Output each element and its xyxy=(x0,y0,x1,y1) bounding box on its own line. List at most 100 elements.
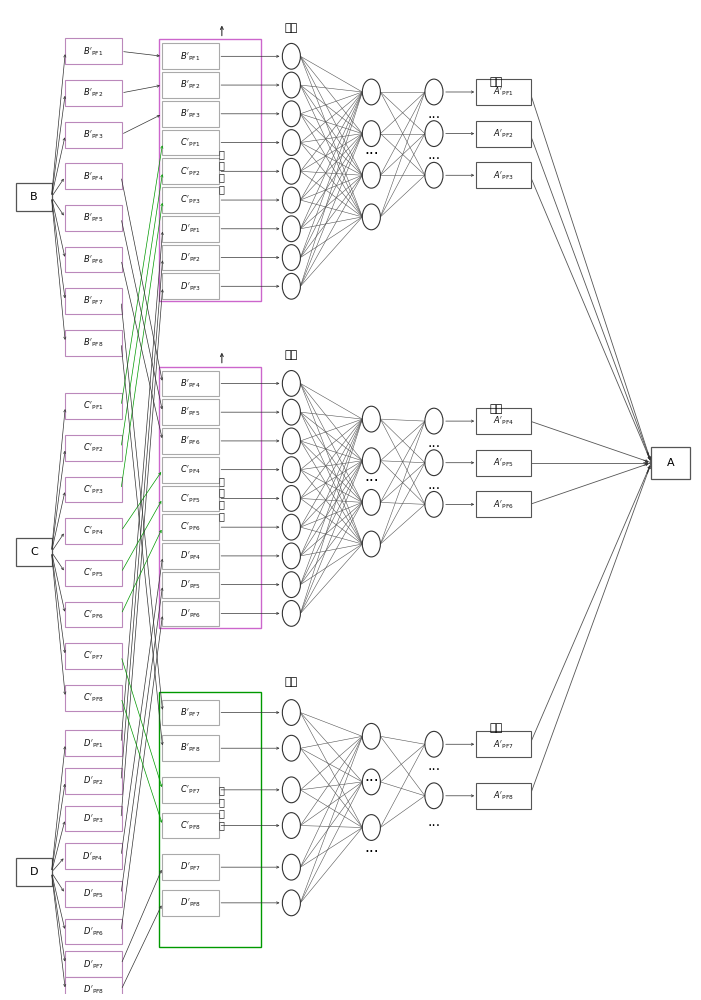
Text: 输出: 输出 xyxy=(490,77,503,87)
FancyBboxPatch shape xyxy=(64,122,122,148)
Text: $D'_{\mathrm{PF6}}$: $D'_{\mathrm{PF6}}$ xyxy=(180,607,201,620)
Circle shape xyxy=(283,486,301,511)
FancyBboxPatch shape xyxy=(162,457,219,483)
FancyBboxPatch shape xyxy=(162,245,219,270)
FancyBboxPatch shape xyxy=(162,890,219,916)
Circle shape xyxy=(362,162,381,188)
Text: $C'_{\mathrm{PF4}}$: $C'_{\mathrm{PF4}}$ xyxy=(83,525,104,537)
Circle shape xyxy=(283,216,301,242)
FancyBboxPatch shape xyxy=(162,399,219,425)
FancyBboxPatch shape xyxy=(162,601,219,626)
Text: $B'_{\mathrm{PF7}}$: $B'_{\mathrm{PF7}}$ xyxy=(180,706,200,719)
Circle shape xyxy=(283,371,301,396)
Circle shape xyxy=(283,457,301,483)
Circle shape xyxy=(283,130,301,155)
Text: $A'_{\mathrm{PF8}}$: $A'_{\mathrm{PF8}}$ xyxy=(493,790,514,802)
Text: $C'_{\mathrm{PF1}}$: $C'_{\mathrm{PF1}}$ xyxy=(83,400,104,412)
Text: $B'_{\mathrm{PF1}}$: $B'_{\mathrm{PF1}}$ xyxy=(83,45,103,58)
Circle shape xyxy=(362,489,381,515)
FancyBboxPatch shape xyxy=(477,450,531,476)
Circle shape xyxy=(283,43,301,69)
FancyBboxPatch shape xyxy=(477,491,531,517)
Text: $D'_{\mathrm{PF3}}$: $D'_{\mathrm{PF3}}$ xyxy=(180,280,201,293)
Text: 输入: 输入 xyxy=(285,350,298,360)
Text: $D'_{\mathrm{PF3}}$: $D'_{\mathrm{PF3}}$ xyxy=(83,812,104,825)
Text: $C'_{\mathrm{PF5}}$: $C'_{\mathrm{PF5}}$ xyxy=(180,492,200,505)
FancyBboxPatch shape xyxy=(64,951,122,977)
FancyBboxPatch shape xyxy=(64,330,122,356)
FancyBboxPatch shape xyxy=(158,39,261,301)
Text: B: B xyxy=(30,192,38,202)
Text: $B'_{\mathrm{PF7}}$: $B'_{\mathrm{PF7}}$ xyxy=(83,295,104,307)
FancyBboxPatch shape xyxy=(162,72,219,98)
Text: $C'_{\mathrm{PF7}}$: $C'_{\mathrm{PF7}}$ xyxy=(83,650,104,662)
Text: $B'_{\mathrm{PF6}}$: $B'_{\mathrm{PF6}}$ xyxy=(83,253,104,266)
FancyBboxPatch shape xyxy=(64,477,122,502)
FancyBboxPatch shape xyxy=(477,121,531,147)
FancyBboxPatch shape xyxy=(64,205,122,231)
Text: $B'_{\mathrm{PF8}}$: $B'_{\mathrm{PF8}}$ xyxy=(180,742,201,754)
Circle shape xyxy=(362,723,381,749)
FancyBboxPatch shape xyxy=(477,783,531,809)
FancyBboxPatch shape xyxy=(162,854,219,880)
Text: 输入: 输入 xyxy=(285,677,298,687)
Circle shape xyxy=(283,187,301,213)
Text: $A'_{\mathrm{PF1}}$: $A'_{\mathrm{PF1}}$ xyxy=(493,86,514,98)
Text: D: D xyxy=(30,867,39,877)
Text: ···: ··· xyxy=(428,440,440,454)
Text: ···: ··· xyxy=(428,763,440,777)
FancyBboxPatch shape xyxy=(64,288,122,314)
Circle shape xyxy=(362,769,381,795)
Text: $C'_{\mathrm{PF6}}$: $C'_{\mathrm{PF6}}$ xyxy=(180,521,201,533)
Text: ···: ··· xyxy=(428,819,440,833)
Text: $A'_{\mathrm{PF5}}$: $A'_{\mathrm{PF5}}$ xyxy=(493,456,514,469)
Circle shape xyxy=(283,700,301,725)
Text: $B'_{\mathrm{PF4}}$: $B'_{\mathrm{PF4}}$ xyxy=(180,377,201,390)
Text: $D'_{\mathrm{PF6}}$: $D'_{\mathrm{PF6}}$ xyxy=(83,925,104,938)
Text: $B'_{\mathrm{PF2}}$: $B'_{\mathrm{PF2}}$ xyxy=(180,79,200,91)
Text: $D'_{\mathrm{PF1}}$: $D'_{\mathrm{PF1}}$ xyxy=(83,737,104,750)
FancyBboxPatch shape xyxy=(64,80,122,106)
Text: $D'_{\mathrm{PF4}}$: $D'_{\mathrm{PF4}}$ xyxy=(180,550,201,562)
FancyBboxPatch shape xyxy=(477,731,531,757)
Text: $D'_{\mathrm{PF8}}$: $D'_{\mathrm{PF8}}$ xyxy=(83,984,104,996)
FancyBboxPatch shape xyxy=(162,572,219,598)
Text: $C'_{\mathrm{PF6}}$: $C'_{\mathrm{PF6}}$ xyxy=(83,608,104,621)
Circle shape xyxy=(362,531,381,557)
FancyBboxPatch shape xyxy=(162,101,219,127)
Text: $C'_{\mathrm{PF5}}$: $C'_{\mathrm{PF5}}$ xyxy=(83,567,104,579)
Text: $B'_{\mathrm{PF2}}$: $B'_{\mathrm{PF2}}$ xyxy=(83,87,104,99)
FancyBboxPatch shape xyxy=(64,163,122,189)
Text: C: C xyxy=(30,547,38,557)
FancyBboxPatch shape xyxy=(64,881,122,907)
FancyBboxPatch shape xyxy=(162,158,219,184)
Circle shape xyxy=(283,601,301,626)
Circle shape xyxy=(362,815,381,840)
Text: $C'_{\mathrm{PF8}}$: $C'_{\mathrm{PF8}}$ xyxy=(180,819,201,832)
FancyBboxPatch shape xyxy=(477,162,531,188)
Text: $B'_{\mathrm{PF5}}$: $B'_{\mathrm{PF5}}$ xyxy=(83,212,104,224)
Circle shape xyxy=(425,450,443,476)
FancyBboxPatch shape xyxy=(64,843,122,869)
Text: $D'_{\mathrm{PF5}}$: $D'_{\mathrm{PF5}}$ xyxy=(83,888,104,900)
Circle shape xyxy=(362,448,381,474)
Text: ···: ··· xyxy=(364,474,379,489)
FancyBboxPatch shape xyxy=(651,447,690,479)
Text: $B'_{\mathrm{PF3}}$: $B'_{\mathrm{PF3}}$ xyxy=(83,128,104,141)
FancyBboxPatch shape xyxy=(162,273,219,299)
Text: $A'_{\mathrm{PF3}}$: $A'_{\mathrm{PF3}}$ xyxy=(493,169,514,182)
Text: $C'_{\mathrm{PF4}}$: $C'_{\mathrm{PF4}}$ xyxy=(180,463,201,476)
Text: $C'_{\mathrm{PF3}}$: $C'_{\mathrm{PF3}}$ xyxy=(83,483,104,496)
FancyBboxPatch shape xyxy=(64,685,122,711)
FancyBboxPatch shape xyxy=(162,486,219,511)
Text: $D'_{\mathrm{PF1}}$: $D'_{\mathrm{PF1}}$ xyxy=(180,223,201,235)
Text: 高
频
序
列: 高 频 序 列 xyxy=(219,149,225,194)
Text: 中
频
序
列: 中 频 序 列 xyxy=(219,476,225,521)
Text: $B'_{\mathrm{PF8}}$: $B'_{\mathrm{PF8}}$ xyxy=(83,337,104,349)
Circle shape xyxy=(425,162,443,188)
Text: 低
频
序
列: 低 频 序 列 xyxy=(219,785,225,830)
FancyBboxPatch shape xyxy=(64,393,122,419)
Text: $D'_{\mathrm{PF4}}$: $D'_{\mathrm{PF4}}$ xyxy=(83,850,104,863)
Text: $D'_{\mathrm{PF2}}$: $D'_{\mathrm{PF2}}$ xyxy=(83,775,104,787)
Text: $C'_{\mathrm{PF1}}$: $C'_{\mathrm{PF1}}$ xyxy=(180,136,200,149)
